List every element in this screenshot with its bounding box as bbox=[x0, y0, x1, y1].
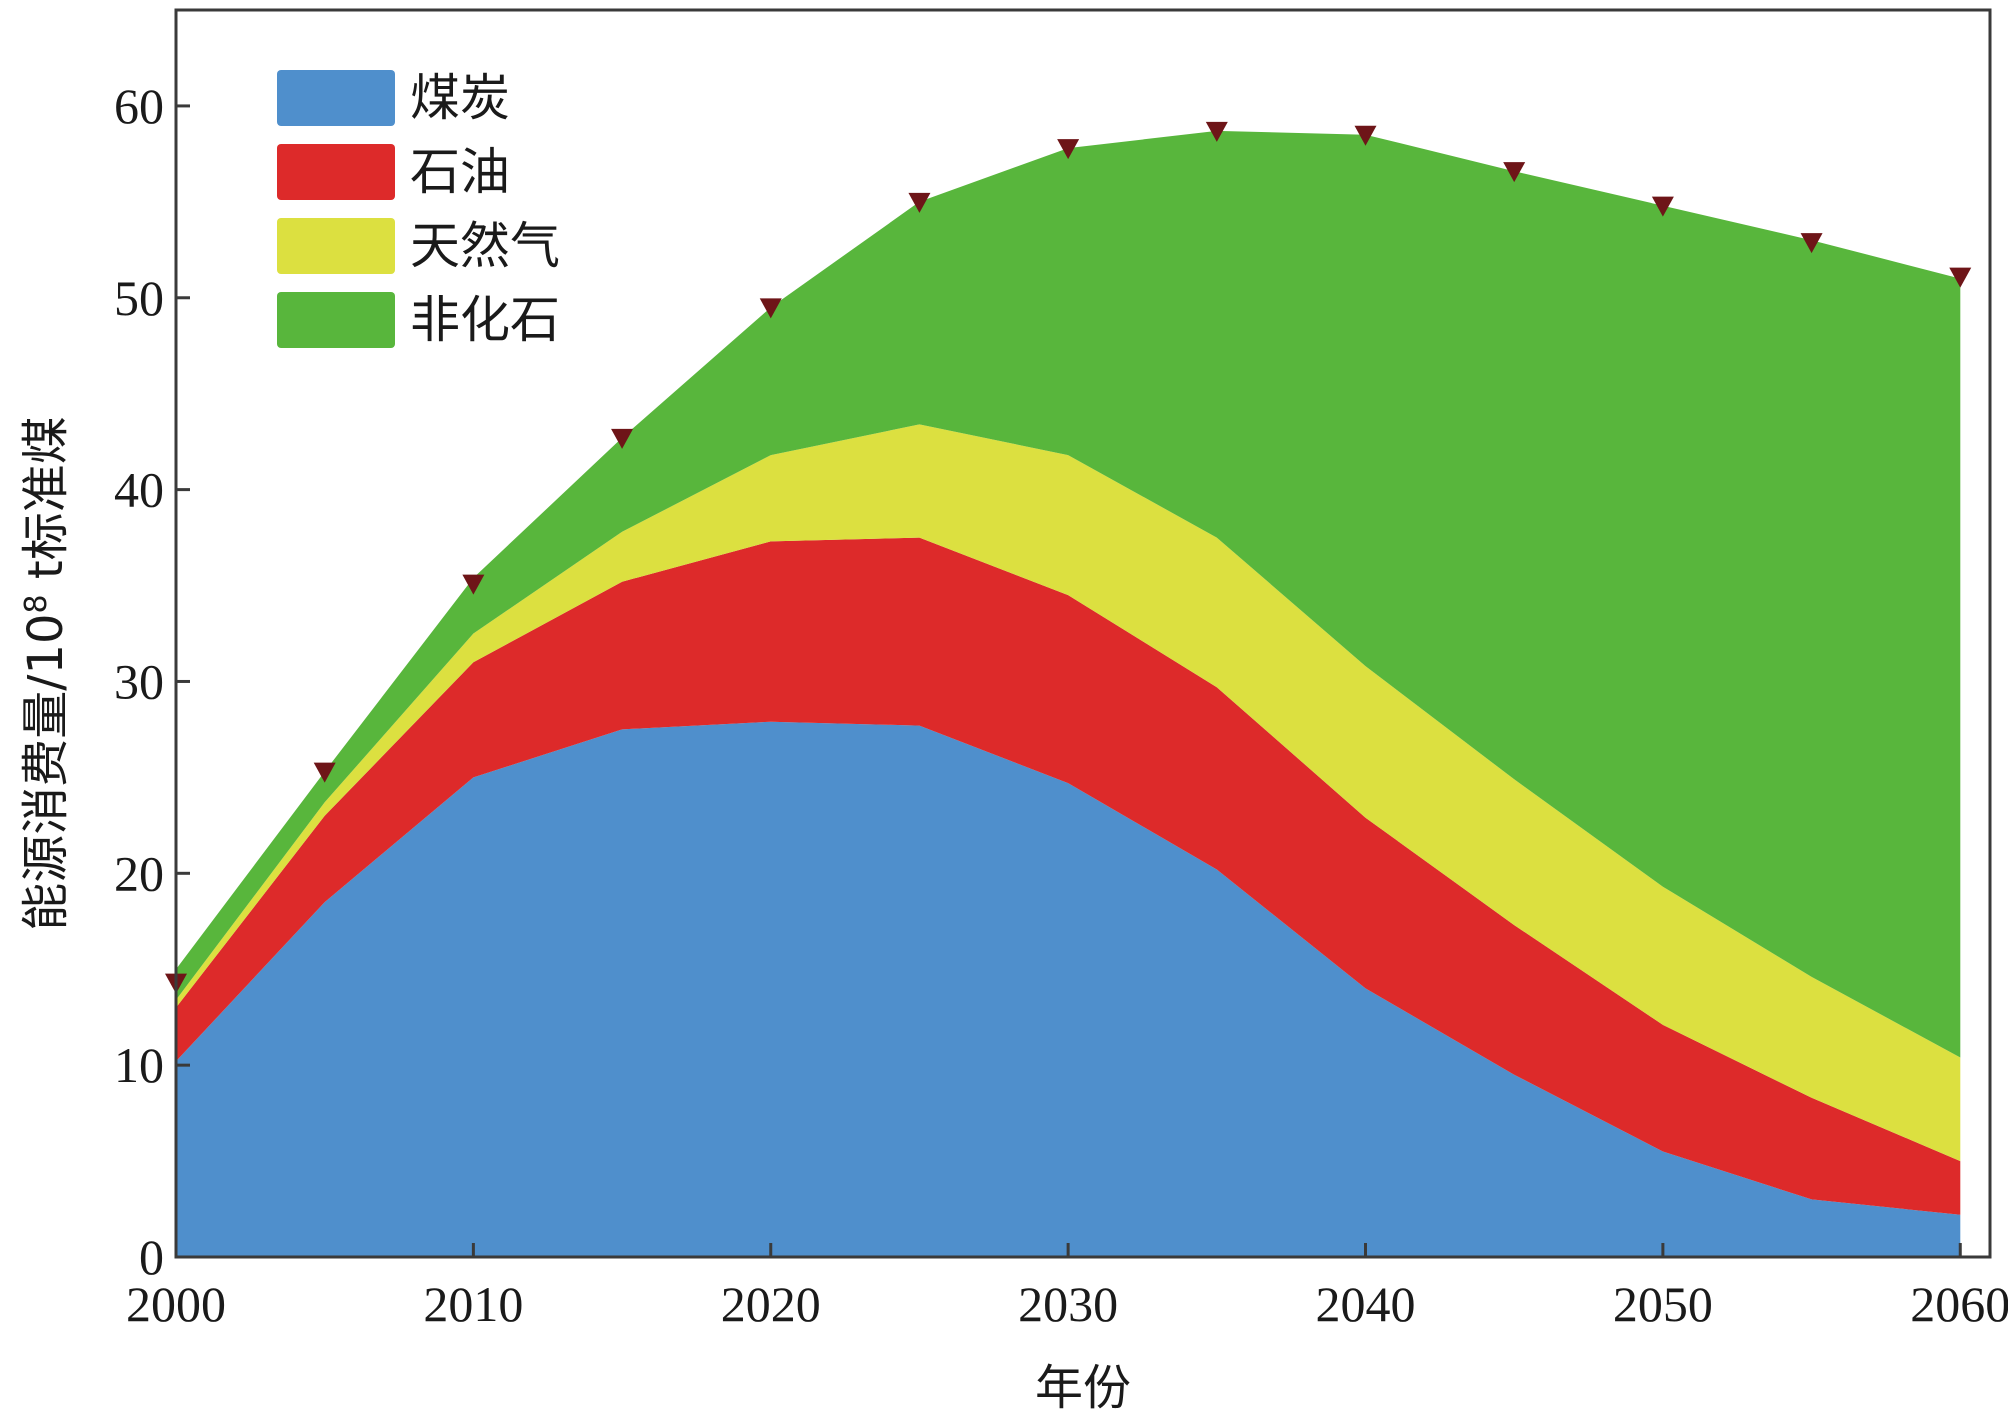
y-tick-label: 30 bbox=[114, 653, 164, 709]
area-layer bbox=[176, 130, 1961, 1257]
x-axis-title: 年份 bbox=[1035, 1360, 1131, 1414]
y-tick-label: 50 bbox=[114, 270, 164, 326]
total-marker bbox=[1205, 121, 1228, 142]
x-tick-label: 2000 bbox=[126, 1276, 226, 1332]
total-marker bbox=[611, 428, 634, 449]
total-marker bbox=[1949, 267, 1972, 288]
y-tick-labels: 0 10 20 30 40 50 60 bbox=[114, 78, 164, 1285]
y-axis-title-exponent: 8 bbox=[19, 594, 54, 613]
total-marker bbox=[313, 762, 336, 783]
total-marker bbox=[462, 574, 485, 595]
x-tick-label: 2040 bbox=[1316, 1276, 1416, 1332]
area-series-0 bbox=[176, 721, 1961, 1257]
x-tick-labels: 2000 2010 2020 2030 2040 2050 2060 bbox=[126, 1276, 2008, 1332]
legend-swatch-0 bbox=[277, 70, 395, 126]
axes bbox=[174, 8, 1992, 1259]
y-tick-label: 0 bbox=[139, 1229, 164, 1285]
total-marker bbox=[1651, 196, 1674, 217]
legend-label-0: 煤炭 bbox=[410, 69, 510, 127]
total-marker bbox=[908, 192, 931, 213]
area-series-2 bbox=[176, 424, 1961, 1162]
area-series-1 bbox=[176, 537, 1961, 1215]
plot-frame bbox=[174, 8, 1992, 1259]
y-tick-label: 60 bbox=[114, 78, 164, 134]
legend-swatch-3 bbox=[277, 292, 395, 348]
total-marker bbox=[1354, 125, 1377, 146]
x-tick-label: 2030 bbox=[1018, 1276, 1118, 1332]
total-marker bbox=[1057, 139, 1080, 160]
total-marker bbox=[1503, 162, 1526, 183]
legend-label-1: 石油 bbox=[410, 143, 510, 201]
legend-label-3: 非化石 bbox=[410, 291, 560, 349]
x-tick-label: 2050 bbox=[1613, 1276, 1713, 1332]
y-tick-label: 10 bbox=[114, 1037, 164, 1093]
area-series-3 bbox=[176, 130, 1961, 1058]
total-marker bbox=[1800, 233, 1823, 254]
x-tick-label: 2060 bbox=[1910, 1276, 2008, 1332]
y-axis-title-main: 能源消费量/10 bbox=[18, 613, 74, 930]
total-marker-layer bbox=[165, 121, 1972, 994]
legend-label-2: 天然气 bbox=[410, 217, 560, 275]
y-tick-label: 20 bbox=[114, 845, 164, 901]
legend-swatch-1 bbox=[277, 144, 395, 200]
y-tick-label: 40 bbox=[114, 462, 164, 518]
y-axis-title: 能源消费量/108 t标准煤 bbox=[18, 416, 74, 930]
legend-swatch-2 bbox=[277, 218, 395, 274]
x-tick-label: 2010 bbox=[423, 1276, 523, 1332]
total-marker bbox=[759, 298, 782, 319]
y-axis-title-unit: t标准煤 bbox=[18, 416, 74, 594]
x-tick-label: 2020 bbox=[721, 1276, 821, 1332]
